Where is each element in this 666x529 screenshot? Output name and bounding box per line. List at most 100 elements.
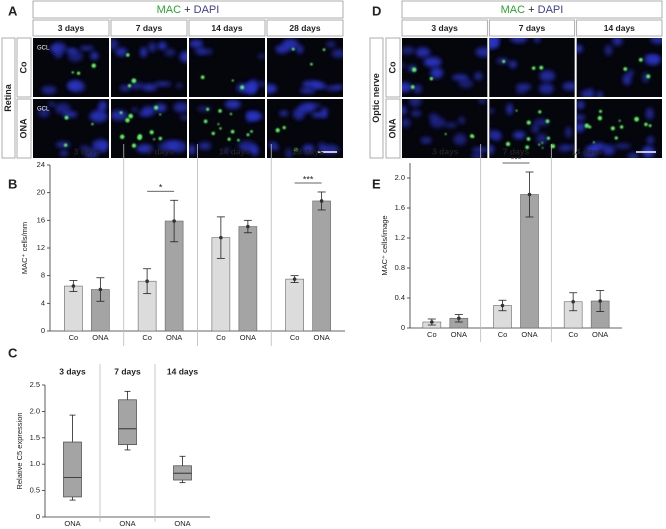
column-box — [110, 19, 188, 37]
nucleus — [131, 107, 138, 112]
nucleus — [331, 48, 343, 58]
nucleus — [302, 144, 314, 154]
x-tick-label: Co — [216, 333, 226, 342]
column-box — [188, 19, 266, 37]
micrograph — [402, 99, 488, 158]
x-tick-label: Co — [568, 330, 578, 339]
nucleus — [423, 57, 442, 68]
title-plus: + — [528, 4, 534, 16]
row-box — [385, 37, 401, 98]
mac-signal — [638, 57, 643, 62]
panel-letter: A — [8, 3, 18, 18]
nucleus — [576, 100, 585, 110]
mac-signal — [541, 147, 544, 149]
nucleus — [576, 114, 586, 122]
nucleus — [55, 141, 71, 148]
mac-signal — [526, 137, 531, 141]
group-header: 28 days — [293, 146, 324, 156]
title-marker: MAC — [157, 4, 182, 16]
column-label: 3 days — [431, 23, 458, 33]
image-content — [189, 39, 265, 95]
x-tick-label: ONA — [592, 330, 608, 339]
x-tick-label: Co — [290, 333, 300, 342]
title-stain: DAPI — [194, 4, 220, 16]
mac-signal — [644, 122, 648, 127]
mac-signal — [648, 124, 652, 128]
group-header: 14 days — [219, 146, 250, 156]
nucleus — [111, 38, 119, 50]
nucleus — [402, 118, 411, 128]
mac-signal — [203, 119, 208, 124]
mac-signal — [91, 63, 96, 68]
nucleus — [164, 48, 176, 57]
nucleus — [585, 88, 595, 97]
mac-signal — [71, 71, 74, 74]
nucleus — [158, 141, 176, 153]
mac-signal — [410, 85, 415, 89]
mean-dot — [219, 235, 223, 240]
mac-signal — [599, 109, 603, 113]
y-tick-label: 0 — [36, 512, 40, 521]
x-tick-label: ONA — [64, 519, 80, 528]
tissue-box — [1, 37, 16, 159]
mac-signal — [229, 112, 233, 116]
row-box — [385, 98, 401, 159]
micrograph — [576, 99, 662, 158]
mac-signal — [291, 47, 295, 51]
mac-signal — [531, 66, 536, 70]
mac-signal — [646, 74, 651, 79]
nucleus — [334, 85, 343, 90]
y-tick-label: 0.4 — [395, 293, 405, 302]
nucleus — [250, 79, 259, 89]
image-bg — [489, 38, 575, 97]
mac-signal — [525, 145, 530, 150]
micrograph — [267, 38, 343, 97]
nucleus — [99, 142, 107, 154]
mac-signal — [230, 129, 235, 134]
image-content — [38, 100, 109, 158]
mac-signal — [515, 109, 518, 112]
nucleus — [443, 122, 458, 128]
nucleus — [402, 46, 415, 55]
nucleus — [402, 82, 413, 93]
x-tick-label: ONA — [119, 519, 135, 528]
y-tick-label: 12 — [37, 243, 45, 252]
x-tick-label: ONA — [313, 333, 329, 342]
micrograph — [402, 38, 488, 97]
mac-signal — [153, 138, 156, 141]
nucleus — [136, 144, 153, 153]
mac-signal — [227, 137, 231, 141]
x-tick-label: Co — [498, 330, 508, 339]
mac-signal — [64, 115, 69, 120]
y-tick-label: 4 — [41, 298, 45, 307]
column-box — [576, 19, 663, 37]
nucleus — [534, 38, 541, 43]
nucleus — [516, 89, 527, 94]
nucleus — [48, 102, 56, 107]
nucleus — [471, 147, 488, 152]
mac-signal — [539, 65, 544, 70]
image-content — [189, 99, 263, 157]
mac-signal — [250, 130, 253, 133]
title-marker: MAC — [501, 4, 526, 16]
nucleus — [509, 38, 528, 43]
mac-signal — [588, 125, 592, 129]
column-label: 3 days — [58, 23, 85, 33]
nucleus — [489, 144, 494, 155]
nucleus — [38, 108, 50, 118]
group-header: 3 days — [74, 146, 101, 156]
micrograph: GCL — [33, 99, 109, 158]
box — [63, 441, 82, 498]
nucleus — [539, 70, 556, 82]
mac-signal — [592, 141, 595, 144]
nucleus — [241, 147, 258, 152]
row-label: Co — [18, 61, 28, 73]
nucleus — [513, 131, 526, 139]
nucleus — [141, 83, 158, 91]
bar — [64, 285, 83, 332]
nucleus — [179, 115, 187, 120]
mac-signal — [159, 113, 162, 116]
nucleus — [458, 79, 474, 88]
micrograph — [189, 99, 265, 158]
